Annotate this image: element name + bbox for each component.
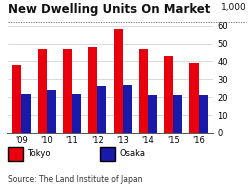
Bar [47,90,56,133]
Bar [139,49,148,133]
Bar [123,85,132,133]
Bar [148,95,157,133]
Bar [164,56,173,133]
Bar [63,49,72,133]
FancyBboxPatch shape [100,147,115,161]
Bar [72,94,81,133]
Bar [97,86,106,133]
Bar [114,29,123,133]
Text: Osaka: Osaka [120,149,146,158]
Bar [173,95,182,133]
Bar [198,95,208,133]
Text: 1,000: 1,000 [220,3,246,12]
Bar [190,63,198,133]
Bar [38,49,47,133]
Text: Tokyo: Tokyo [28,149,51,158]
FancyBboxPatch shape [8,147,22,161]
Text: New Dwelling Units On Market: New Dwelling Units On Market [8,3,210,16]
Bar [88,47,97,133]
Bar [22,94,30,133]
Bar [12,65,22,133]
Text: Source: The Land Institute of Japan: Source: The Land Institute of Japan [8,175,142,184]
